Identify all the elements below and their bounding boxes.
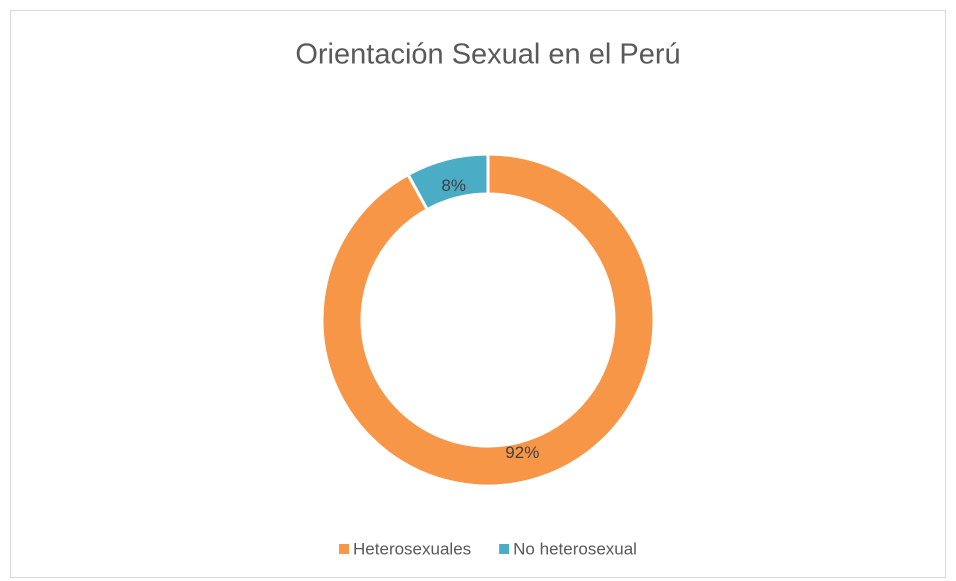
chart-title: Orientación Sexual en el Perú (295, 39, 680, 71)
legend-label: No heterosexual (513, 539, 637, 558)
legend-swatch (499, 544, 510, 554)
legend-swatch (339, 544, 350, 554)
donut-segment (405, 152, 490, 212)
data-label: 8% (441, 176, 466, 195)
donut-segment (320, 152, 656, 488)
legend-label: Heterosexuales (353, 539, 471, 558)
chart-border (10, 10, 946, 578)
data-label: 92% (505, 443, 539, 462)
